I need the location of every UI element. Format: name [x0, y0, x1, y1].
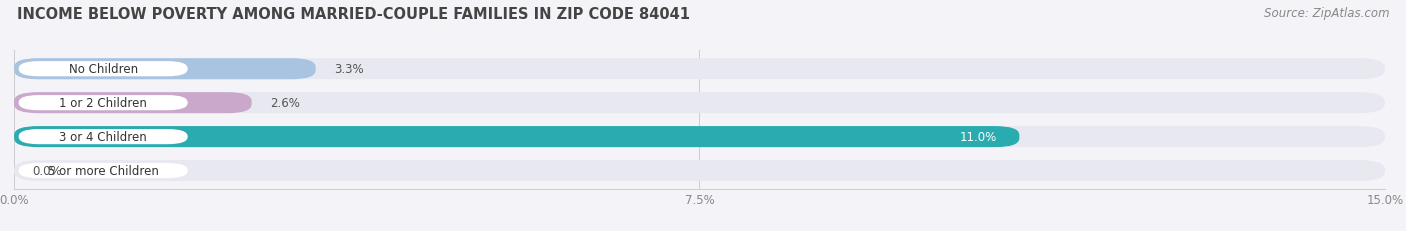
- FancyBboxPatch shape: [14, 59, 1385, 80]
- FancyBboxPatch shape: [18, 62, 188, 77]
- Text: 3 or 4 Children: 3 or 4 Children: [59, 131, 148, 143]
- FancyBboxPatch shape: [14, 127, 1385, 148]
- Text: No Children: No Children: [69, 63, 138, 76]
- Text: 2.6%: 2.6%: [270, 97, 299, 110]
- FancyBboxPatch shape: [14, 127, 1019, 148]
- FancyBboxPatch shape: [14, 160, 1385, 181]
- Text: 3.3%: 3.3%: [335, 63, 364, 76]
- Text: 1 or 2 Children: 1 or 2 Children: [59, 97, 148, 110]
- FancyBboxPatch shape: [18, 130, 188, 145]
- Text: 5 or more Children: 5 or more Children: [48, 164, 159, 177]
- FancyBboxPatch shape: [14, 59, 316, 80]
- FancyBboxPatch shape: [14, 93, 252, 114]
- FancyBboxPatch shape: [18, 96, 188, 111]
- Text: 11.0%: 11.0%: [959, 131, 997, 143]
- Text: Source: ZipAtlas.com: Source: ZipAtlas.com: [1264, 7, 1389, 20]
- Text: INCOME BELOW POVERTY AMONG MARRIED-COUPLE FAMILIES IN ZIP CODE 84041: INCOME BELOW POVERTY AMONG MARRIED-COUPL…: [17, 7, 690, 22]
- Text: 0.0%: 0.0%: [32, 164, 62, 177]
- FancyBboxPatch shape: [18, 163, 188, 178]
- FancyBboxPatch shape: [14, 93, 1385, 114]
